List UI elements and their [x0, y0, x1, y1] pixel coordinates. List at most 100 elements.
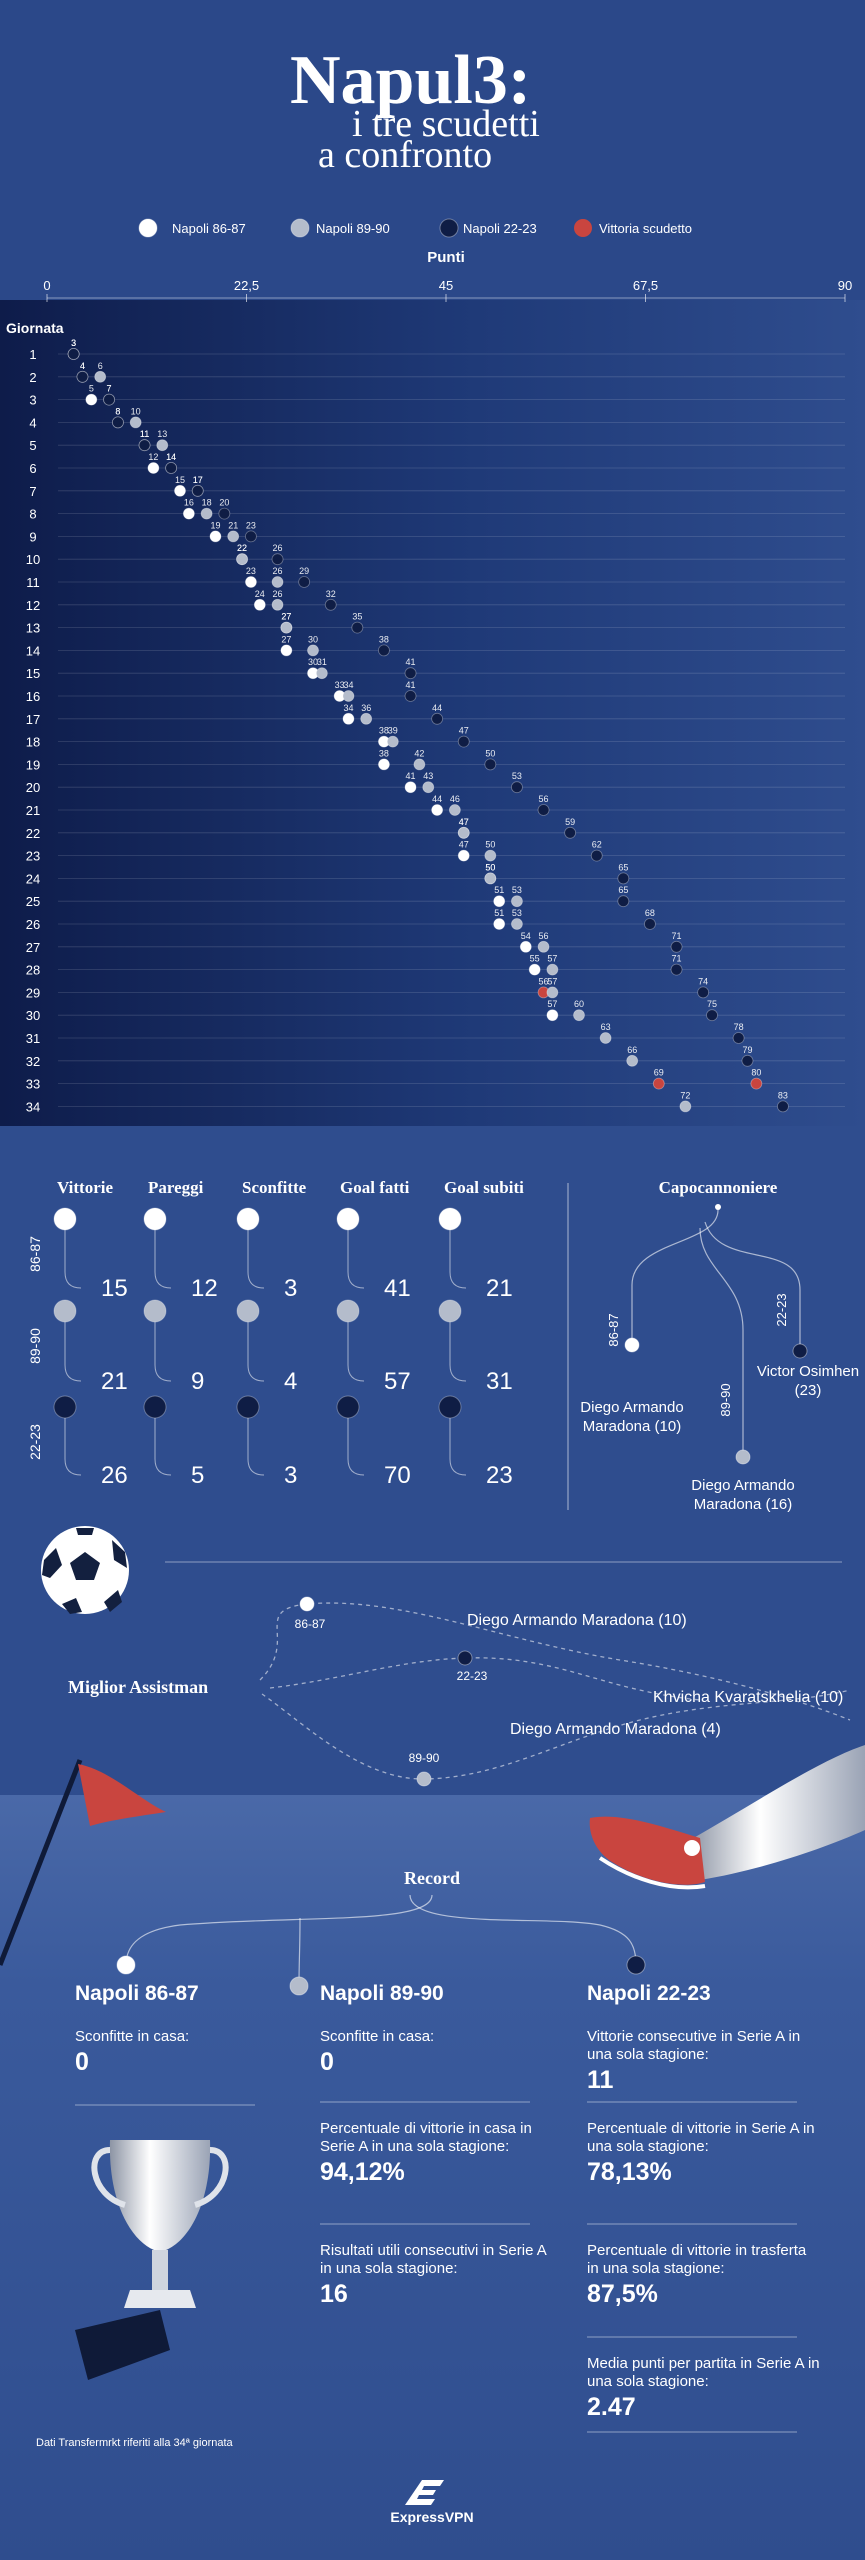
- data-point: [236, 553, 248, 566]
- data-label: 34: [343, 703, 353, 713]
- data-label: 8: [115, 406, 120, 416]
- record-label: Vittorie consecutive in Serie A in una s…: [587, 2028, 801, 2063]
- stat-heading: Vittorie: [57, 1178, 113, 1197]
- data-label: 46: [450, 794, 460, 804]
- x-tick-label: 45: [439, 278, 453, 293]
- data-label: 72: [680, 1090, 690, 1100]
- season-label: 86-87: [27, 1236, 43, 1272]
- y-tick-label: 32: [26, 1054, 40, 1069]
- data-point: [245, 530, 257, 543]
- y-tick-label: 4: [29, 415, 36, 430]
- data-label: 32: [326, 589, 336, 599]
- data-point: [342, 712, 355, 725]
- data-label: 53: [512, 908, 522, 918]
- data-point: [599, 1032, 612, 1044]
- record-dot: [116, 1955, 136, 1975]
- data-point: [670, 963, 683, 976]
- record-label: Sconfitte in casa:: [320, 2028, 435, 2045]
- data-point: [280, 621, 293, 634]
- data-point: [227, 530, 240, 543]
- y-tick-label: 1: [29, 347, 36, 362]
- stat-heading: Goal subiti: [444, 1178, 524, 1197]
- legend-swatch: [138, 218, 158, 238]
- y-tick-label: 34: [26, 1099, 40, 1114]
- tree-root: [715, 1204, 721, 1210]
- y-tick-label: 25: [26, 894, 40, 909]
- data-label: 50: [485, 862, 495, 872]
- stat-connector: [154, 1417, 172, 1476]
- data-label: 41: [406, 657, 416, 667]
- data-point: [537, 804, 550, 816]
- data-label: 62: [592, 840, 602, 850]
- data-label: 23: [246, 520, 256, 530]
- data-label: 65: [618, 862, 628, 872]
- y-tick-label: 23: [26, 849, 40, 864]
- data-label: 56: [539, 931, 549, 941]
- subtitle-line: i tre scudetti: [352, 103, 540, 145]
- stat-dot: [143, 1207, 167, 1231]
- y-axis-title: Giornata: [6, 320, 64, 336]
- stat-connector: [247, 1321, 265, 1382]
- season-label: 22-23: [27, 1424, 43, 1460]
- data-point: [182, 507, 195, 520]
- data-point: [484, 849, 497, 862]
- data-point: [191, 484, 204, 497]
- x-tick-label: 90: [838, 278, 852, 293]
- corner-flag: [0, 1759, 166, 1966]
- stat-dot: [336, 1299, 360, 1323]
- data-point: [448, 804, 461, 816]
- data-point: [777, 1100, 789, 1113]
- data-point: [360, 712, 373, 725]
- data-point: [67, 348, 80, 360]
- stat-connector: [449, 1229, 467, 1289]
- data-label: 69: [654, 1068, 664, 1078]
- y-tick-label: 31: [26, 1031, 40, 1046]
- data-point: [741, 1054, 754, 1067]
- x-axis-title: Punti: [427, 249, 465, 266]
- data-label: 56: [539, 794, 549, 804]
- record-value: 0: [320, 2048, 334, 2076]
- data-label: 57: [547, 954, 557, 964]
- data-label: 43: [423, 771, 433, 781]
- data-point: [484, 872, 497, 885]
- subtitle-line: a confronto: [318, 134, 492, 176]
- record-label: Percentuale di vittorie in trasferta in …: [587, 2242, 807, 2277]
- data-point: [732, 1032, 745, 1044]
- data-label: 3: [71, 338, 76, 348]
- data-label: 51: [494, 908, 504, 918]
- y-tick-label: 22: [26, 826, 40, 841]
- data-label: 27: [281, 634, 291, 644]
- stat-value: 23: [486, 1462, 513, 1489]
- kicking-boot: [589, 1745, 865, 1890]
- data-label: 7: [107, 384, 112, 394]
- data-point: [679, 1100, 692, 1113]
- data-point: [307, 644, 319, 657]
- stat-value: 21: [486, 1275, 513, 1302]
- record-value: 16: [320, 2280, 348, 2308]
- data-label: 55: [530, 954, 540, 964]
- data-point: [165, 462, 178, 474]
- data-point: [617, 895, 630, 908]
- record-label: Percentuale di vittorie in casa in Serie…: [320, 2120, 532, 2155]
- stat-dot: [336, 1395, 360, 1419]
- data-point: [511, 918, 523, 930]
- data-label: 47: [459, 817, 469, 827]
- y-tick-label: 13: [26, 621, 40, 636]
- data-label: 60: [574, 999, 584, 1009]
- stat-connector: [154, 1229, 172, 1289]
- season-label: 86-87: [295, 1617, 326, 1631]
- data-point: [404, 781, 417, 794]
- season-label: 89-90: [718, 1383, 733, 1416]
- data-label: 38: [379, 634, 389, 644]
- stat-value: 57: [384, 1368, 411, 1395]
- data-label: 17: [193, 475, 203, 485]
- chart-background: [0, 300, 865, 1126]
- data-label: 18: [202, 498, 212, 508]
- data-label: 57: [547, 976, 557, 986]
- stat-connector: [64, 1229, 82, 1289]
- data-point: [280, 644, 293, 657]
- y-tick-label: 17: [26, 712, 40, 727]
- scudetto-point: [652, 1077, 665, 1090]
- data-label: 20: [219, 498, 229, 508]
- data-label: 11: [140, 429, 149, 439]
